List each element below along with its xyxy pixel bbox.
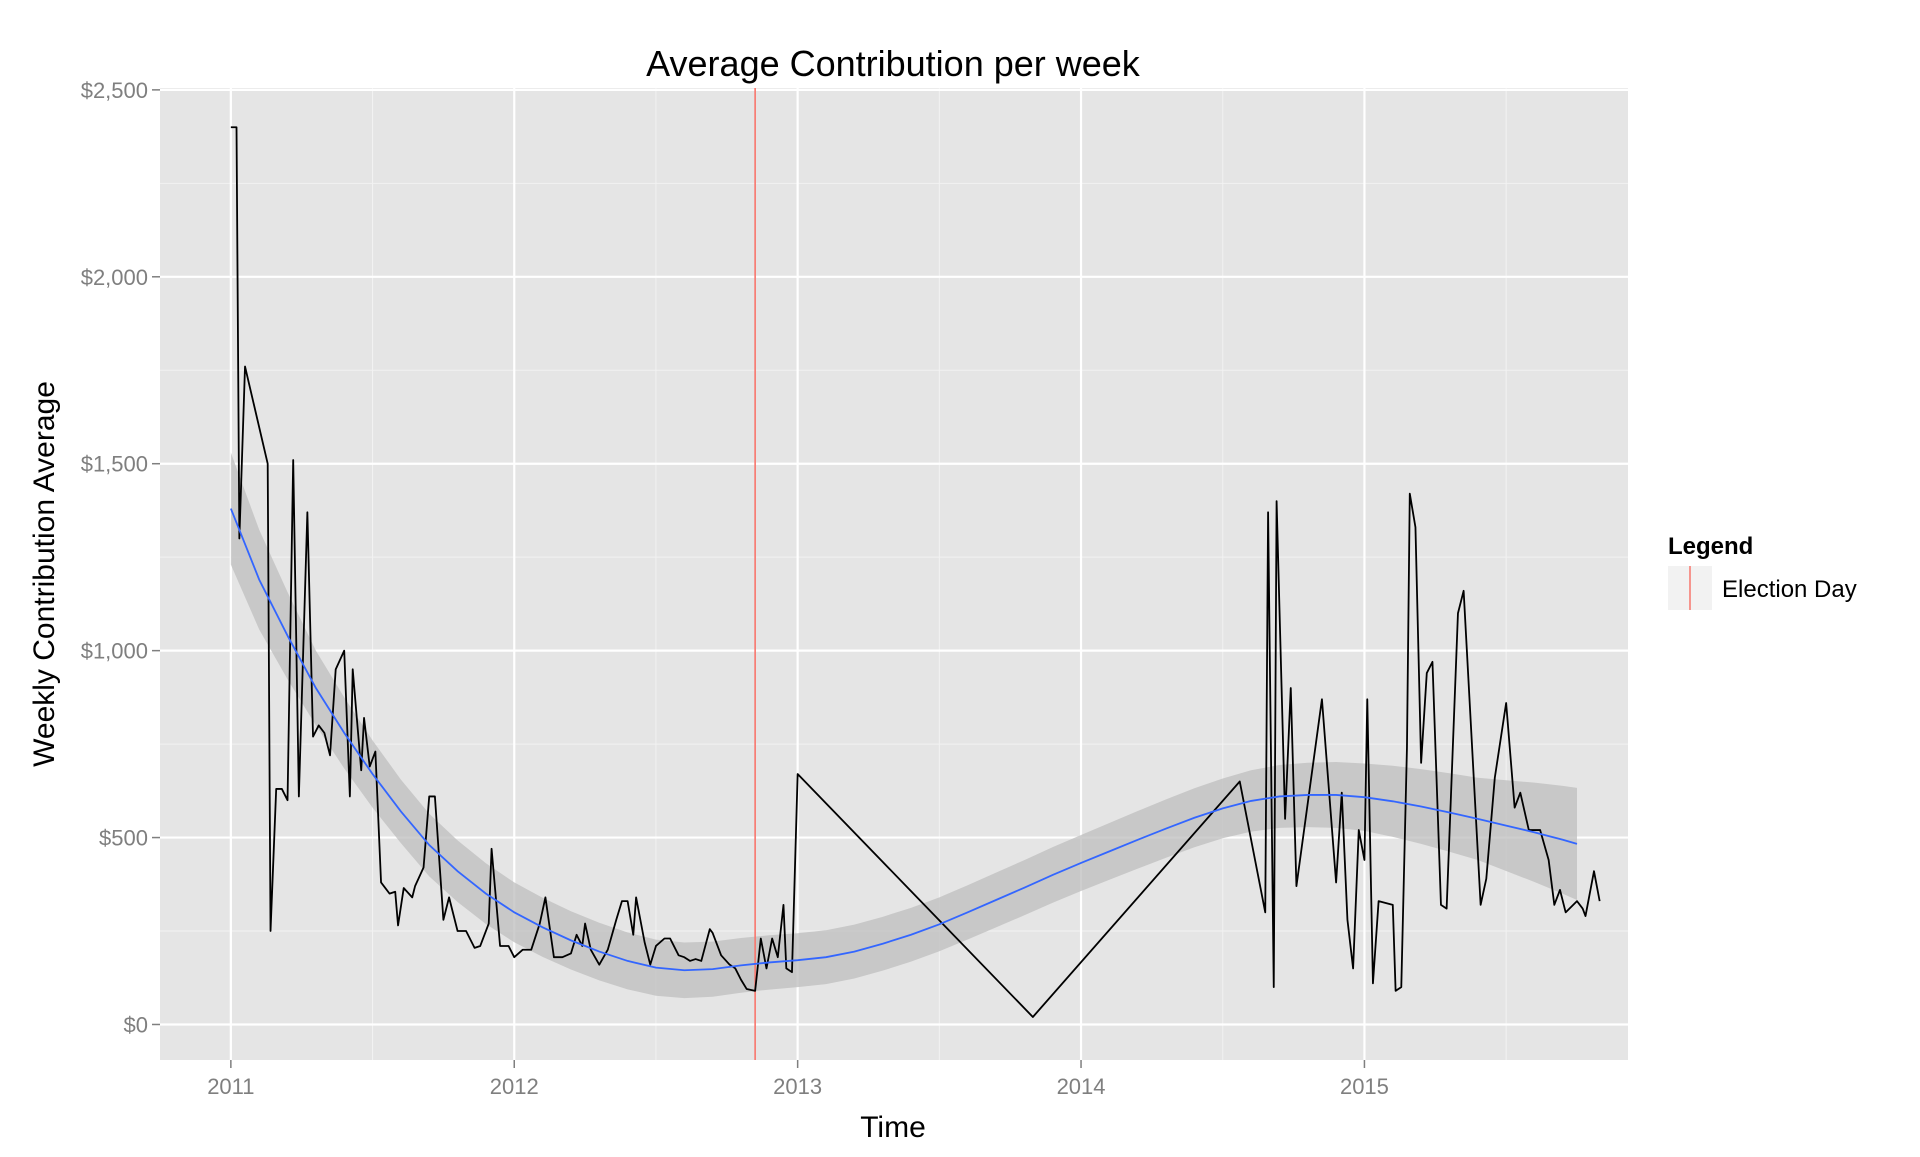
panel-background (160, 88, 1628, 1060)
legend-label-election-day: Election Day (1722, 576, 1857, 603)
y-tick-label: $0 (124, 1012, 148, 1037)
weekly-average-line (230, 126, 1601, 1018)
y-tick-label: $2,000 (81, 265, 148, 290)
y-axis: $0 $500 $1,000 $1,500 $2,000 $2,500 (81, 78, 160, 1037)
legend: Legend Election Day (1668, 533, 1857, 610)
smooth-trend-line (230, 508, 1578, 972)
y-axis-title: Weekly Contribution Average (28, 381, 61, 767)
y-tick-label: $1,000 (81, 639, 148, 664)
x-axis: 2011 2012 2013 2014 2015 (207, 1060, 1389, 1099)
y-tick-label: $2,500 (81, 78, 148, 103)
x-tick-label: 2014 (1057, 1074, 1106, 1099)
x-tick-label: 2015 (1340, 1074, 1389, 1099)
y-tick-label: $500 (99, 826, 148, 851)
chart-title: Average Contribution per week (646, 43, 1141, 84)
x-axis-title: Time (860, 1111, 926, 1144)
x-tick-label: 2013 (773, 1074, 822, 1099)
legend-title: Legend (1668, 533, 1753, 560)
plot-panel (160, 88, 1628, 1060)
x-tick-label: 2012 (490, 1074, 539, 1099)
y-tick-label: $1,500 (81, 452, 148, 477)
x-tick-label: 2011 (207, 1074, 254, 1099)
